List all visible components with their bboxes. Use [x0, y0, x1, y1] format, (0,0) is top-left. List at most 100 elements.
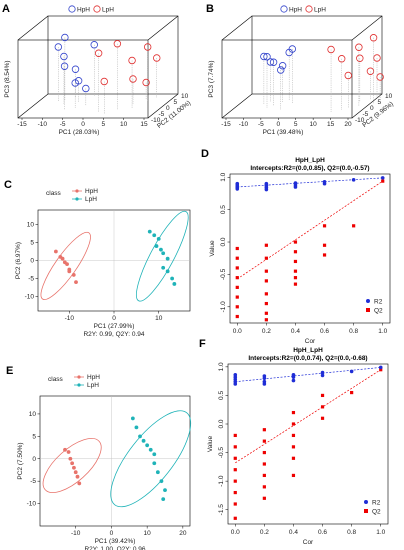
point-q2 — [235, 266, 239, 270]
point-q2 — [235, 276, 239, 280]
point-lph — [170, 276, 175, 281]
point-hph — [65, 262, 69, 267]
point-lph — [172, 282, 177, 286]
point-r2 — [320, 373, 325, 378]
confidence-ellipse-lph — [136, 210, 189, 302]
cube-back — [251, 15, 383, 95]
x-axis-label: PC1 (39.42%) — [95, 538, 136, 545]
legend-label: HpH — [77, 7, 90, 14]
legend-marker-hph — [280, 5, 288, 13]
point-r2 — [293, 181, 298, 185]
point-q2 — [291, 422, 296, 426]
panel-label: C — [4, 179, 12, 191]
y-tick-label: -1.5 — [218, 504, 225, 516]
cube-edge — [351, 15, 383, 41]
point-q2 — [264, 279, 268, 283]
confidence-ellipse-hph — [42, 438, 102, 493]
x-tick-label: 0.6 — [320, 328, 329, 335]
y-tick-label: 5 — [30, 239, 34, 246]
point-hph — [60, 256, 65, 261]
legend-label: Q2 — [372, 509, 381, 516]
point-q2 — [233, 516, 237, 520]
point-hph — [60, 52, 68, 61]
legend-label: HpH — [289, 7, 302, 14]
point-r2 — [349, 369, 354, 374]
x-tick-label: 20 — [179, 530, 187, 537]
point-q2 — [233, 490, 237, 495]
y-tick-label: 0.5 — [220, 205, 227, 214]
plot-frame — [39, 395, 191, 527]
point-lph — [153, 54, 161, 62]
point-hph — [269, 58, 278, 66]
legend-label: LpH — [314, 7, 326, 14]
cube-front — [17, 39, 149, 119]
x-tick-label: -10 — [65, 315, 75, 322]
y-tick-label: -1.0 — [220, 301, 227, 313]
point-hph — [66, 450, 71, 454]
r2-regression-line — [235, 367, 381, 383]
legend-label: LpH — [87, 382, 99, 389]
point-q2 — [322, 253, 327, 257]
legend-marker — [77, 375, 81, 379]
point-q2 — [264, 301, 268, 306]
point-r2 — [291, 378, 296, 383]
y-axis-label: PC2 (7.50%) — [17, 442, 24, 479]
point-q2 — [291, 456, 296, 460]
point-q2 — [293, 269, 298, 273]
point-q2 — [262, 439, 266, 443]
point-q2 — [381, 179, 385, 183]
z-tick-label: 10 — [181, 93, 189, 100]
point-lph — [355, 43, 363, 51]
point-q2 — [233, 502, 237, 506]
legend-marker — [75, 197, 79, 201]
point-r2 — [291, 373, 296, 377]
legend-label: R2 — [372, 500, 381, 507]
point-q2 — [264, 243, 268, 247]
r2-regression-line — [237, 177, 383, 188]
point-hph — [71, 273, 76, 277]
x-tick-label: 1.0 — [376, 529, 385, 536]
x-tick-label: 10 — [155, 315, 163, 322]
x-tick-label: -5 — [258, 121, 264, 128]
cube-edge — [147, 93, 179, 119]
x-axis-label: PC1 (39.48%) — [263, 129, 304, 136]
panel-label: F — [199, 338, 206, 350]
z-tick-label: -10 — [151, 117, 161, 124]
cube-edge — [17, 93, 49, 119]
legend-label: Q2 — [374, 308, 383, 315]
x-tick-label: 1.0 — [378, 328, 387, 335]
point-lph — [165, 269, 170, 274]
point-r2 — [351, 178, 356, 182]
y-tick-label: 0 — [32, 456, 36, 463]
legend-marker-hph — [68, 5, 76, 13]
point-hph — [70, 461, 75, 466]
y-axis-label: PC2 (6.97%) — [15, 242, 22, 279]
point-lph — [94, 49, 103, 57]
panel-label: A — [2, 3, 10, 15]
point-hph — [54, 43, 63, 51]
legend-marker-lph — [305, 5, 313, 13]
legend-marker-lph — [93, 5, 101, 13]
point-lph — [130, 416, 135, 421]
point-q2 — [233, 433, 237, 438]
point-lph — [165, 256, 170, 261]
point-r2 — [264, 183, 269, 187]
z-tick-label: 5 — [378, 99, 382, 106]
x-tick-label: 0.2 — [260, 529, 269, 536]
y-tick-label: 10 — [29, 411, 37, 418]
y-axis-label: PC3 (7.74%) — [208, 60, 215, 97]
y-tick-label: -10 — [25, 294, 35, 301]
q2-regression-line — [237, 180, 383, 280]
point-hph — [75, 474, 80, 479]
point-lph — [142, 78, 150, 87]
point-r2 — [233, 382, 238, 386]
point-lph — [344, 71, 352, 80]
point-q2 — [264, 311, 268, 315]
plot-subtitle: Intercepts:R2=(0.0,0.74), Q2=(0.0,-0.68) — [248, 355, 367, 362]
x-tick-label: -10 — [239, 121, 249, 128]
plot-title: HpH_LpH — [295, 157, 325, 164]
point-q2 — [322, 224, 327, 228]
